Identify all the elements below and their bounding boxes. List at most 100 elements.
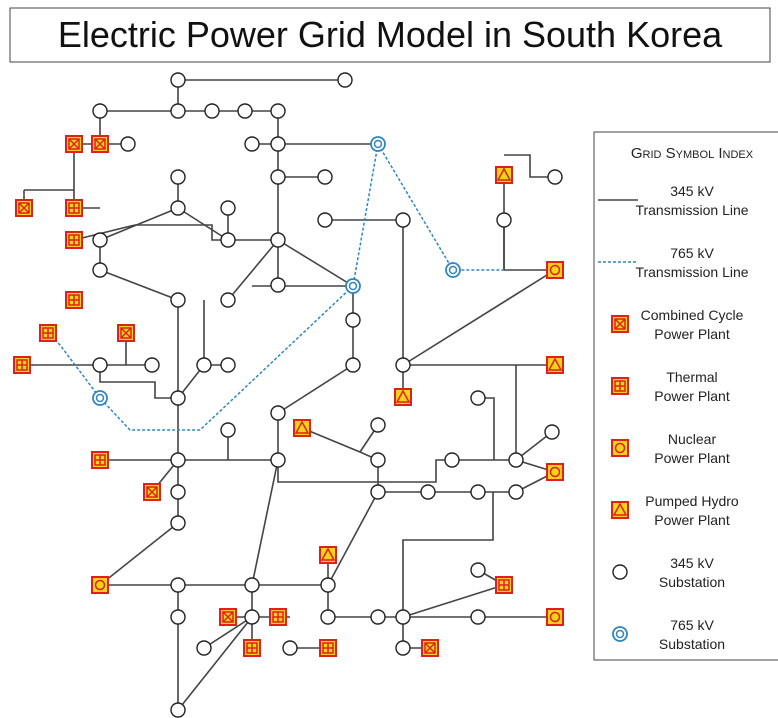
- line-345kv: [504, 154, 555, 178]
- substation-345kv: [244, 609, 260, 625]
- plant-plus: [322, 642, 334, 654]
- substation-765kv-inner: [615, 629, 625, 639]
- power-plant: [611, 315, 629, 333]
- substation-345kv: [270, 452, 286, 468]
- plant-ring: [94, 579, 106, 591]
- line-765kv: [47, 285, 354, 431]
- substation-345kv: [144, 357, 160, 373]
- substation-345kv: [547, 169, 563, 185]
- line-345kv: [327, 491, 379, 586]
- substation-345kv: [612, 564, 628, 580]
- plant-box: [91, 576, 109, 594]
- plant-plus: [68, 294, 80, 306]
- plant-plus: [614, 380, 626, 392]
- power-plant: [495, 576, 513, 594]
- substation-345kv: [170, 515, 186, 531]
- legend-label: Power Plant: [654, 388, 730, 404]
- line-765kv: [352, 143, 379, 287]
- line-345kv: [99, 365, 178, 399]
- substation-345kv: [282, 640, 298, 656]
- substation-345kv: [420, 484, 436, 500]
- plant-plus: [246, 642, 258, 654]
- substation-765kv-inner: [448, 265, 458, 275]
- line-345kv: [177, 207, 229, 241]
- plant-triangle: [496, 167, 512, 181]
- substation-345kv: [92, 103, 108, 119]
- substation-345kv: [170, 292, 186, 308]
- substation-345kv: [270, 405, 286, 421]
- substation-345kv: [196, 357, 212, 373]
- legend-label: Power Plant: [654, 450, 730, 466]
- plant-ring: [549, 611, 561, 623]
- power-plant: [495, 166, 513, 184]
- line-765kv: [377, 143, 504, 271]
- substation-345kv: [220, 232, 236, 248]
- legend-label: 345 kV: [670, 183, 714, 199]
- line-345kv: [277, 239, 354, 287]
- substation-345kv: [395, 212, 411, 228]
- substation-345kv: [170, 452, 186, 468]
- power-plant: [611, 439, 629, 457]
- substation-345kv: [204, 103, 220, 119]
- power-plant: [39, 324, 57, 342]
- power-plant: [65, 291, 83, 309]
- substation-345kv: [395, 609, 411, 625]
- line-345kv: [402, 584, 505, 618]
- substation-345kv: [370, 417, 386, 433]
- legend-label: Combined Cycle: [641, 307, 744, 323]
- plant-plus: [94, 454, 106, 466]
- line-345kv: [251, 459, 279, 586]
- plant-plus: [272, 611, 284, 623]
- plant-cross: [94, 138, 106, 150]
- substation-345kv: [395, 357, 411, 373]
- plant-cross: [222, 611, 234, 623]
- substation-345kv: [120, 136, 136, 152]
- substation-345kv: [170, 200, 186, 216]
- substation-345kv: [170, 390, 186, 406]
- substation-345kv: [470, 390, 486, 406]
- substation-345kv: [370, 609, 386, 625]
- power-plant: [65, 199, 83, 217]
- substation-345kv: [270, 136, 286, 152]
- plant-box: [495, 166, 513, 184]
- substation-345kv: [170, 609, 186, 625]
- substation-345kv: [196, 640, 212, 656]
- plant-box: [611, 439, 629, 457]
- plant-plus: [42, 327, 54, 339]
- line-345kv: [277, 364, 354, 414]
- line-345kv: [402, 269, 556, 366]
- plant-ring: [549, 264, 561, 276]
- legend-label: Power Plant: [654, 512, 730, 528]
- substation-765kv-inner: [95, 393, 105, 403]
- plant-box: [546, 608, 564, 626]
- legend-label: Substation: [659, 636, 725, 652]
- plant-triangle: [612, 502, 628, 516]
- substation-345kv: [92, 262, 108, 278]
- power-plant: [13, 356, 31, 374]
- power-plant: [143, 483, 161, 501]
- line-345kv: [177, 616, 253, 711]
- substation-345kv: [317, 169, 333, 185]
- substation-345kv: [220, 422, 236, 438]
- legend-label: 345 kV: [670, 555, 714, 571]
- nodes: [13, 72, 564, 718]
- plant-box: [546, 463, 564, 481]
- power-plant: [394, 388, 412, 406]
- power-plant: [65, 231, 83, 249]
- plant-ring: [549, 466, 561, 478]
- substation-345kv: [470, 562, 486, 578]
- substation-345kv: [470, 609, 486, 625]
- substation-345kv: [508, 484, 524, 500]
- substation-345kv: [370, 452, 386, 468]
- power-plant: [293, 419, 311, 437]
- line-345kv: [203, 616, 253, 649]
- plant-ring: [614, 442, 626, 454]
- substation-345kv: [317, 212, 333, 228]
- substation-345kv: [345, 357, 361, 373]
- plant-plus: [68, 234, 80, 246]
- legend-label: Pumped Hydro: [645, 493, 739, 509]
- substation-345kv: [270, 277, 286, 293]
- plant-cross: [68, 138, 80, 150]
- plant-plus: [16, 359, 28, 371]
- substation-345kv: [170, 169, 186, 185]
